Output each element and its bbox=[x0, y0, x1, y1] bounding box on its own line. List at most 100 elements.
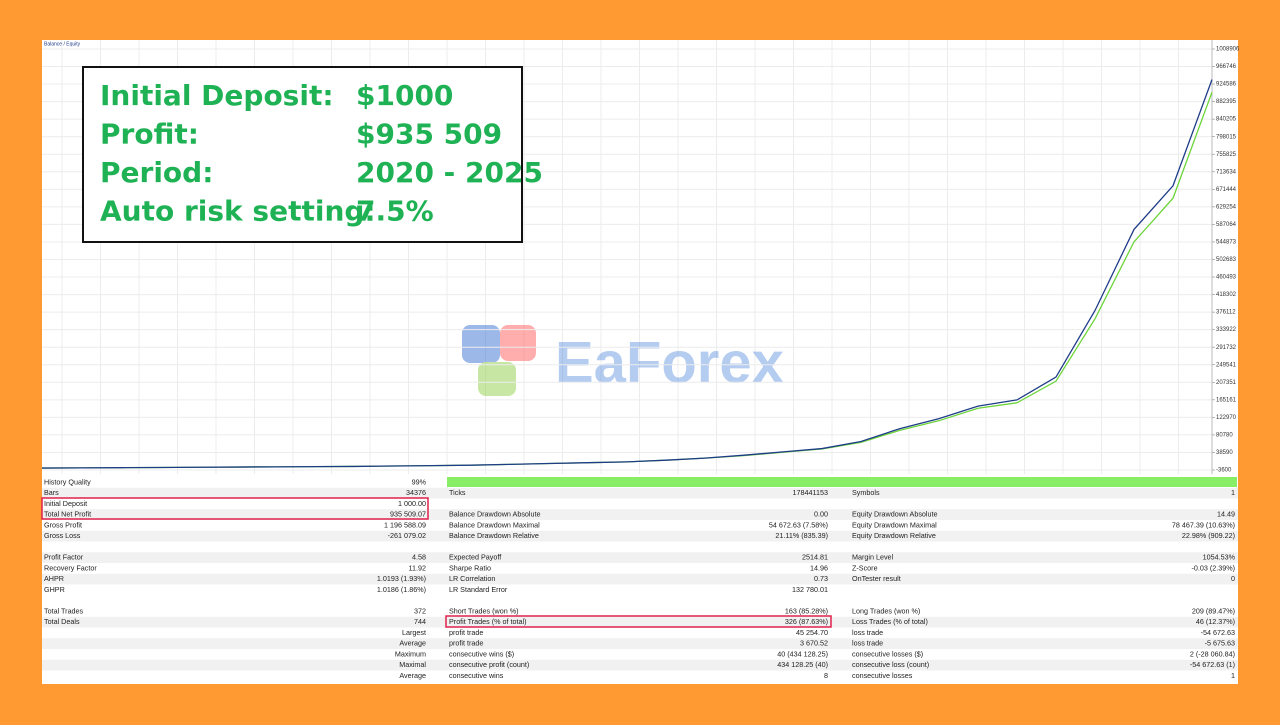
legend: Balance / Equity bbox=[44, 41, 81, 47]
row-shade bbox=[42, 509, 1238, 520]
stat-value: 132 780.01 bbox=[792, 585, 828, 594]
stat-value: -261 079.02 bbox=[388, 531, 426, 540]
stat-label: Equity Drawdown Absolute bbox=[852, 510, 938, 519]
y-tick-label: 38590 bbox=[1216, 450, 1233, 456]
stat-value: 0.00 bbox=[814, 510, 828, 519]
stat-value: 34376 bbox=[406, 488, 426, 497]
stat-label: LR Correlation bbox=[449, 574, 495, 583]
row-shade bbox=[42, 638, 1238, 649]
stat-label: consecutive losses bbox=[852, 671, 913, 680]
y-tick-label: 840205 bbox=[1216, 117, 1237, 123]
y-tick-label: 376112 bbox=[1216, 310, 1236, 316]
stat-label: Gross Loss bbox=[44, 531, 81, 540]
summary-box bbox=[82, 66, 523, 243]
stat-label: Largest bbox=[402, 628, 426, 637]
summary-value: 2020 - 2025 bbox=[356, 156, 543, 189]
stat-label: profit trade bbox=[449, 628, 483, 637]
stat-value: 0 bbox=[1231, 574, 1235, 583]
stat-value: 78 467.39 (10.63%) bbox=[1172, 520, 1235, 529]
stat-value: 2514.81 bbox=[802, 553, 828, 562]
stat-value: 1 000.00 bbox=[398, 499, 426, 508]
stat-label: Balance Drawdown Relative bbox=[449, 531, 539, 540]
stat-value: 935 509.07 bbox=[390, 510, 426, 519]
stat-value: -54 672.63 bbox=[1201, 628, 1235, 637]
y-tick-label: 587064 bbox=[1216, 222, 1237, 228]
stat-value: 209 (89.47%) bbox=[1192, 606, 1235, 615]
stat-value: -0.03 (2.39%) bbox=[1191, 563, 1235, 572]
stat-label: Long Trades (won %) bbox=[852, 606, 920, 615]
y-tick-label: 671444 bbox=[1216, 187, 1237, 193]
stat-value: 14.96 bbox=[810, 563, 828, 572]
stat-value: -54 672.63 (1) bbox=[1190, 660, 1235, 669]
stat-label: Z-Score bbox=[852, 563, 878, 572]
summary-value: $935 509 bbox=[356, 118, 502, 151]
y-tick-label: 460493 bbox=[1216, 275, 1237, 281]
equity-line bbox=[41, 79, 1213, 469]
stat-value: 163 (85.28%) bbox=[785, 606, 828, 615]
y-tick-label: 798015 bbox=[1216, 134, 1237, 140]
summary-label: Period: bbox=[100, 156, 213, 189]
stat-label: Maximal bbox=[399, 660, 426, 669]
stat-label: Initial Deposit bbox=[44, 499, 87, 508]
row-shade bbox=[42, 552, 1238, 563]
stat-label: Balance Drawdown Absolute bbox=[449, 510, 541, 519]
y-tick-label: 502683 bbox=[1216, 257, 1237, 263]
stat-value: 8 bbox=[824, 671, 828, 680]
stat-label: Total Trades bbox=[44, 606, 84, 615]
stat-value: 22.98% (909.22) bbox=[1182, 531, 1235, 540]
row-shade bbox=[42, 530, 1238, 542]
stat-label: Equity Drawdown Relative bbox=[852, 531, 936, 540]
stat-value: 3 670.52 bbox=[800, 639, 828, 648]
stat-label: Equity Drawdown Maximal bbox=[852, 520, 937, 529]
stats-table: History Quality 99% Bars 34376 Ticks 17844115… bbox=[42, 477, 1238, 680]
stat-value: 4.58 bbox=[412, 553, 426, 562]
stat-label: consecutive wins bbox=[449, 671, 504, 680]
row-shade bbox=[42, 487, 1238, 499]
y-tick-label: 882395 bbox=[1216, 99, 1237, 105]
summary: Initial Deposit: $1000 Profit: $935 509 Peri… bbox=[100, 79, 543, 228]
y-tick-label: 713634 bbox=[1216, 169, 1237, 175]
row-shade bbox=[42, 573, 1238, 585]
stat-label: GHPR bbox=[44, 585, 65, 594]
logo-block bbox=[500, 325, 536, 361]
y-tick-label: 333922 bbox=[1216, 327, 1237, 333]
y-tick-label: 629254 bbox=[1216, 204, 1237, 210]
stat-label: Profit Trades (% of total) bbox=[449, 617, 527, 626]
logo-block bbox=[462, 325, 500, 363]
stat-value: 1054.53% bbox=[1203, 553, 1236, 562]
y-tick-label: 291732 bbox=[1216, 345, 1237, 351]
stat-value: 434 128.25 (40) bbox=[777, 660, 828, 669]
stat-label: Maximum bbox=[395, 649, 426, 658]
stat-value: 45 254.70 bbox=[796, 628, 828, 637]
stat-label: Average bbox=[399, 639, 426, 648]
quality-bar bbox=[447, 477, 1237, 487]
stat-value: 1.0186 (1.86%) bbox=[377, 585, 426, 594]
stat-label: loss trade bbox=[852, 628, 883, 637]
y-tick-label: 1008906 bbox=[1216, 47, 1240, 53]
y-tick-label: 418302 bbox=[1216, 292, 1237, 298]
stat-label: Ticks bbox=[449, 488, 466, 497]
y-tick-label: 207351 bbox=[1216, 380, 1237, 386]
logo-block bbox=[478, 362, 516, 396]
summary-label: Profit: bbox=[100, 118, 199, 151]
stat-value: 1 bbox=[1231, 671, 1235, 680]
stat-label: Total Deals bbox=[44, 617, 80, 626]
stat-label: consecutive wins ($) bbox=[449, 649, 514, 658]
stat-label: Recovery Factor bbox=[44, 563, 97, 572]
y-tick-label: 924586 bbox=[1216, 82, 1237, 88]
stat-value: 744 bbox=[414, 617, 426, 626]
y-tick-label: 165161 bbox=[1216, 397, 1237, 403]
y-tick-label: -3600 bbox=[1216, 468, 1232, 474]
stat-label: LR Standard Error bbox=[449, 585, 508, 594]
stat-label: Margin Level bbox=[852, 553, 894, 562]
stat-value: 40 (434 128.25) bbox=[777, 649, 828, 658]
stat-label: OnTester result bbox=[852, 574, 901, 583]
stat-label: consecutive losses ($) bbox=[852, 649, 923, 658]
stat-label: Sharpe Ratio bbox=[449, 563, 491, 572]
summary-value: $1000 bbox=[356, 79, 453, 112]
stat-label: AHPR bbox=[44, 574, 64, 583]
stat-label: consecutive loss (count) bbox=[852, 660, 929, 669]
plot: 1008906 966746 924586 882395 840205 798015 755… bbox=[41, 40, 1240, 474]
stat-label: History Quality bbox=[44, 477, 91, 486]
